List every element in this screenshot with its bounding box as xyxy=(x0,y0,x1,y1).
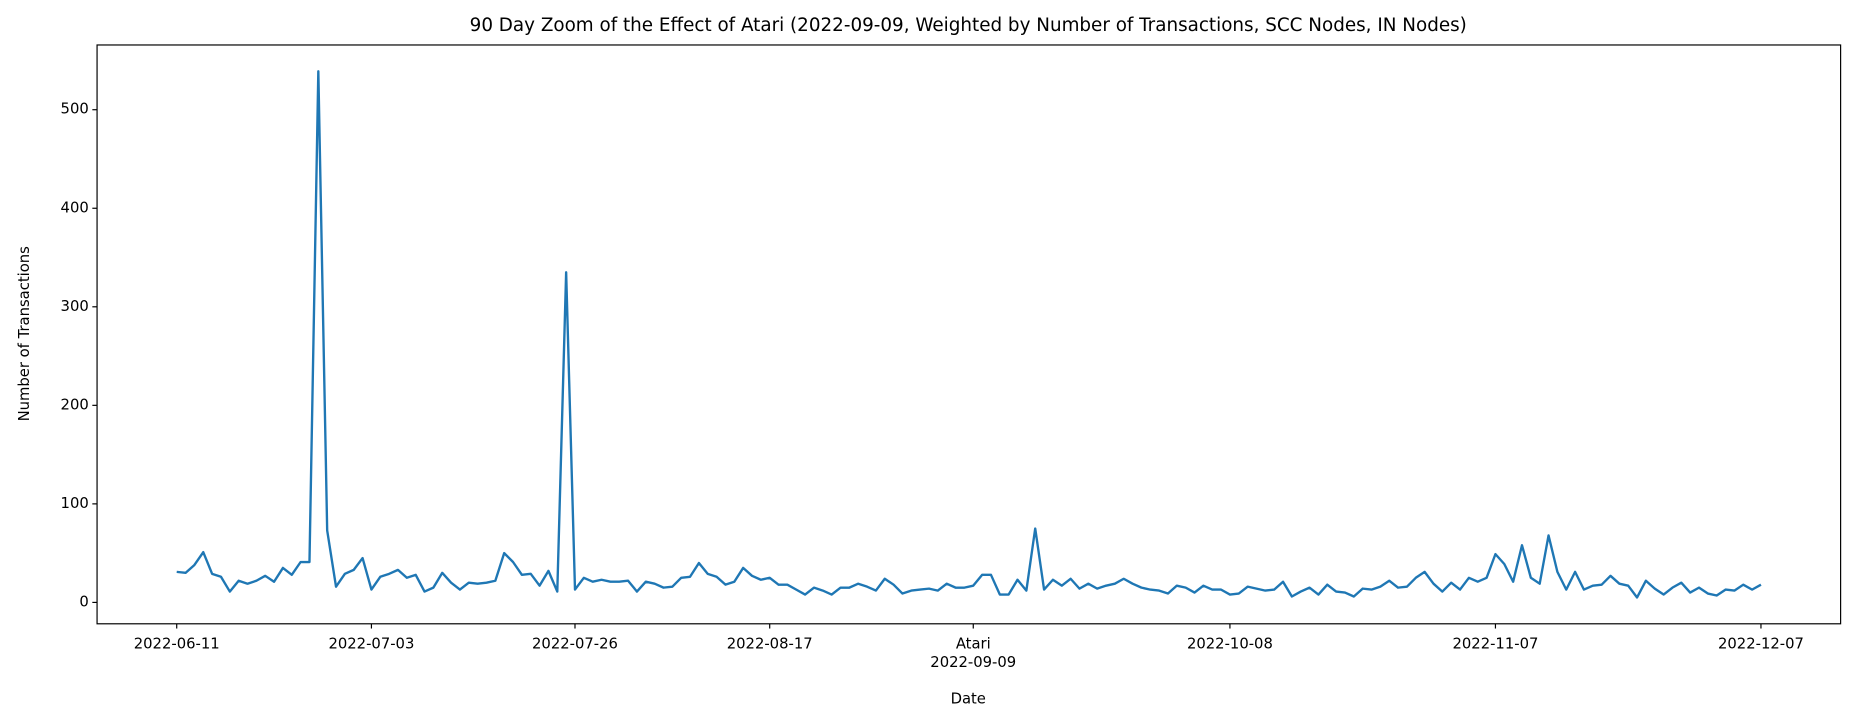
x-tick-label: 2022-08-17 xyxy=(727,636,813,653)
y-tick-label: 100 xyxy=(61,495,89,512)
x-tick-label: 2022-06-11 xyxy=(134,636,220,653)
plot-frame xyxy=(96,44,1842,625)
y-tick-label: 500 xyxy=(61,101,89,118)
y-tick-label: 0 xyxy=(79,593,88,610)
chart-title: 90 Day Zoom of the Effect of Atari (2022… xyxy=(470,15,1467,36)
y-tick-label: 200 xyxy=(61,396,89,413)
x-tick-label: Atari 2022-09-09 xyxy=(930,636,1016,671)
x-tick-label: 2022-10-08 xyxy=(1187,636,1273,653)
y-tick-label: 400 xyxy=(61,199,89,216)
data-line xyxy=(176,70,1762,599)
x-tick-label: 2022-07-26 xyxy=(532,636,618,653)
x-axis-label: Date xyxy=(951,691,986,708)
x-tick-label: 2022-12-07 xyxy=(1718,636,1804,653)
x-tick-label: 2022-07-03 xyxy=(328,636,414,653)
x-tick-label: 2022-11-07 xyxy=(1452,636,1538,653)
y-tick-label: 300 xyxy=(61,298,89,315)
y-axis-label: Number of Transactions xyxy=(16,246,33,421)
